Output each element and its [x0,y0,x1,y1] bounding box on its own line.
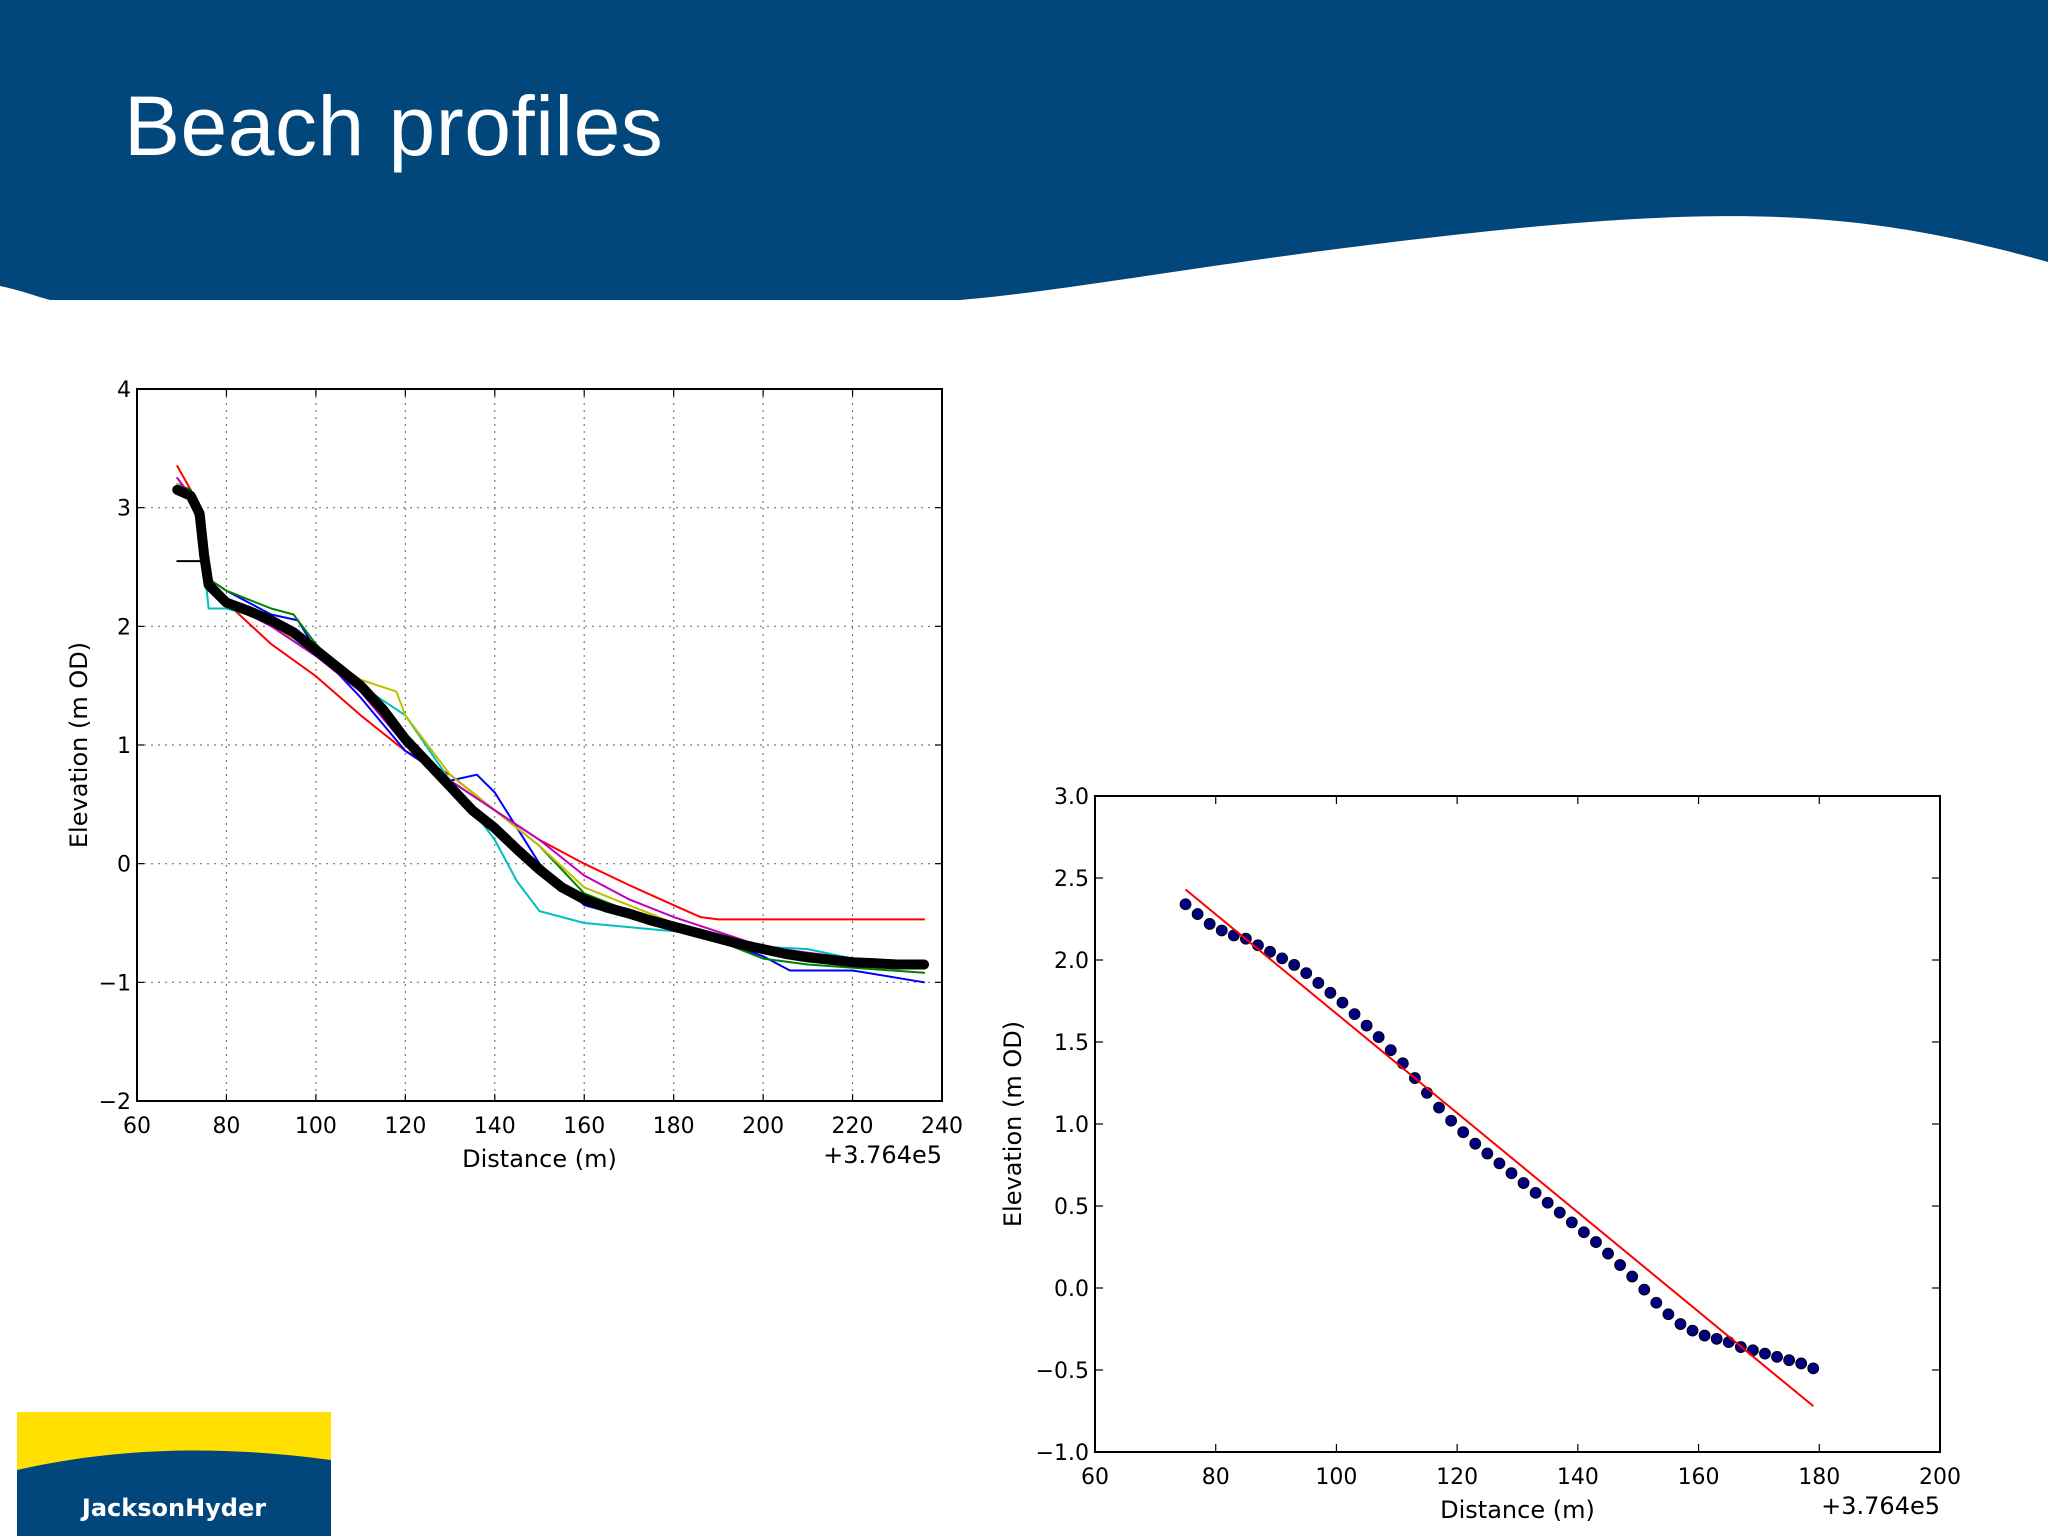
y-tick-label: 1 [117,734,131,759]
x-tick-label: 200 [742,1114,784,1139]
y-tick-label: −2 [99,1090,131,1115]
x-axis-label: Distance (m) [462,1145,617,1173]
series-line-1 [176,465,926,921]
series-line-6 [176,477,926,970]
logo-graphic [17,1412,331,1536]
x-tick-label: 80 [212,1114,240,1139]
header-banner [0,0,2048,300]
x-tick-label: 140 [474,1114,516,1139]
x-tick-label: 220 [832,1114,874,1139]
y-axis-label: Elevation (m OD) [65,642,93,848]
x-tick-label: 120 [384,1114,426,1139]
y-tick-label: 2 [117,615,131,640]
x-tick-label: 100 [295,1114,337,1139]
series-line-5 [176,482,926,970]
x-tick-label: 180 [653,1114,695,1139]
y-tick-label: −1 [99,971,131,996]
y-tick-label: 3 [117,497,131,522]
series-group [172,465,930,984]
series-line-8 [172,484,930,970]
series-line-4 [176,482,926,974]
series-line-3 [176,477,926,970]
series-line-2 [176,482,926,984]
x-offset-label: +3.764e5 [823,1141,942,1169]
jacksonhyder-logo: JacksonHyder [17,1412,331,1536]
y-tick-label: 4 [117,378,131,403]
logo-text: JacksonHyder [81,1494,267,1522]
x-tick-label: 160 [563,1114,605,1139]
plot-frame [136,388,943,1102]
x-tick-label: 240 [921,1114,963,1139]
y-tick-label: 0 [117,853,131,878]
banner-wave [0,0,2048,300]
slide-title: Beach profiles [124,79,664,173]
x-tick-label: 60 [123,1114,151,1139]
